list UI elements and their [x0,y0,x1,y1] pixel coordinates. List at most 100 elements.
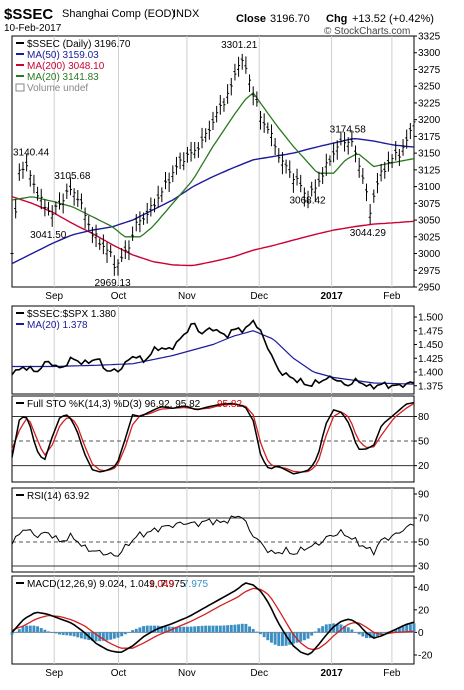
rsi-legend-label: RSI(14) 63.92 [27,491,90,502]
ratio-tick-label: 1.500 [418,313,443,324]
price-legend-label: MA(50) 3159.03 [27,50,99,61]
x-axis-tick-label: Dec [250,291,268,302]
macd-histogram-bar [237,624,241,633]
macd-histogram-bar [339,624,343,633]
price-tick-label: 3325 [418,32,441,43]
macd-histogram-bar [153,625,156,633]
ratio-ma-line [12,330,415,385]
macd-histogram-bar [61,632,65,635]
macd-histogram-bar [204,625,208,633]
price-tick-label: 3225 [418,98,441,109]
chart-date: 10-Feb-2017 [4,23,62,34]
stochastic-tick-label: 20 [418,461,430,472]
ratio-legend-label: MA(20) 1.378 [27,320,88,331]
macd-histogram-bar [50,632,54,634]
price-annotation: 3105.68 [54,171,91,182]
macd-histogram-bar [145,625,149,633]
macd-histogram-bar [32,625,36,633]
macd-histogram-bar [277,632,281,646]
macd-histogram-bar [270,632,273,643]
macd-histogram-bar [58,632,61,635]
ma20-line [11,91,415,238]
macd-histogram-bar [317,628,321,633]
macd-histogram-bar [379,632,383,634]
macd-histogram-bar [105,632,109,641]
macd-histogram-bar [211,625,215,633]
macd-histogram-bar [284,632,288,646]
x-axis-tick-label: Sep [45,291,63,302]
macd-histogram-bar [295,632,299,643]
macd-histogram-bar [397,627,401,633]
price-annotation: 3044.29 [350,228,387,239]
macd-histogram-bar [365,632,368,639]
macd-histogram-bar [196,626,200,633]
macd-histogram-bar [408,624,412,633]
ratio-tick-label: 1.400 [418,368,443,379]
chart-name: Shanghai Comp (EOD) [62,8,175,20]
macd-histogram-bar [266,632,270,641]
price-tick-label: 3050 [418,216,441,227]
stochastic-d-line [11,402,415,473]
macd-histogram-bar [142,626,146,633]
macd-histogram-bar [299,632,303,642]
macd-histogram-bar [262,632,266,638]
chg-value: +13.52 (+0.42%) [352,13,434,25]
macd-histogram-bar [226,625,230,633]
x-axis-tick-label: Dec [250,668,268,679]
price-annotation: 3174.58 [330,125,367,136]
macd-histogram-bar [273,632,277,645]
rsi-tick-label: 90 [418,490,430,501]
macd-histogram-bar [94,632,98,642]
price-tick-label: 2975 [418,266,441,277]
macd-histogram-bar [10,632,14,635]
macd-histogram-bar [101,632,105,641]
macd-histogram-bar [43,629,47,633]
macd-histogram-bar [401,626,405,633]
ratio-tick-label: 1.475 [418,326,443,337]
price-tick-label: 3025 [418,232,441,243]
macd-histogram-bar [39,628,43,633]
ratio-tick-label: 1.375 [418,381,443,392]
x-axis-tick-label: Nov [178,291,196,302]
price-annotation: 3140.44 [13,148,50,159]
macd-tick-label: -20 [418,650,433,661]
macd-histogram-bar [112,632,116,639]
x-axis-tick-label: 2017 [320,291,343,302]
chg-label: Chg [326,13,347,25]
macd-histogram-bar [120,632,124,637]
macd-histogram-bar [255,631,259,633]
chart-symbol: $SSEC [4,6,53,23]
macd-histogram-bar [79,632,83,639]
macd-legend-hist-value: 7.975 [183,579,208,590]
macd-histogram-bar [21,626,25,633]
macd-histogram-bar [127,632,131,633]
macd-tick-label: 20 [418,605,430,616]
macd-histogram-bar [116,632,120,638]
macd-histogram-bar [361,632,365,637]
ratio-tick-label: 1.450 [418,340,443,351]
stochastic-legend-d-value: 95.82 [217,399,242,410]
price-tick-label: 3175 [418,132,441,143]
macd-histogram-bar [54,632,58,634]
stochastic-tick-label: 80 [418,412,430,423]
macd-histogram-bar [259,632,262,635]
price-tick-label: 3000 [418,249,441,260]
price-tick-label: 3300 [418,48,441,59]
price-annotation: 2969.13 [95,278,132,289]
price-tick-label: 3200 [418,115,441,126]
x-axis-tick-label: Oct [111,291,127,302]
macd-histogram-bar [65,632,69,636]
stochastic-k-line [11,401,415,475]
macd-histogram-bar [36,626,40,633]
price-legend-swatch [15,83,25,92]
macd-histogram-bar [288,632,292,645]
macd-histogram-bar [354,632,357,633]
x-axis-tick-label: Nov [178,668,196,679]
macd-histogram-bar [200,625,204,633]
macd-histogram-bar [328,623,332,633]
x-axis-tick-label: Oct [111,668,127,679]
macd-histogram-bar [244,623,248,633]
macd-histogram-bar [25,625,29,633]
macd-histogram-bar [229,624,233,633]
